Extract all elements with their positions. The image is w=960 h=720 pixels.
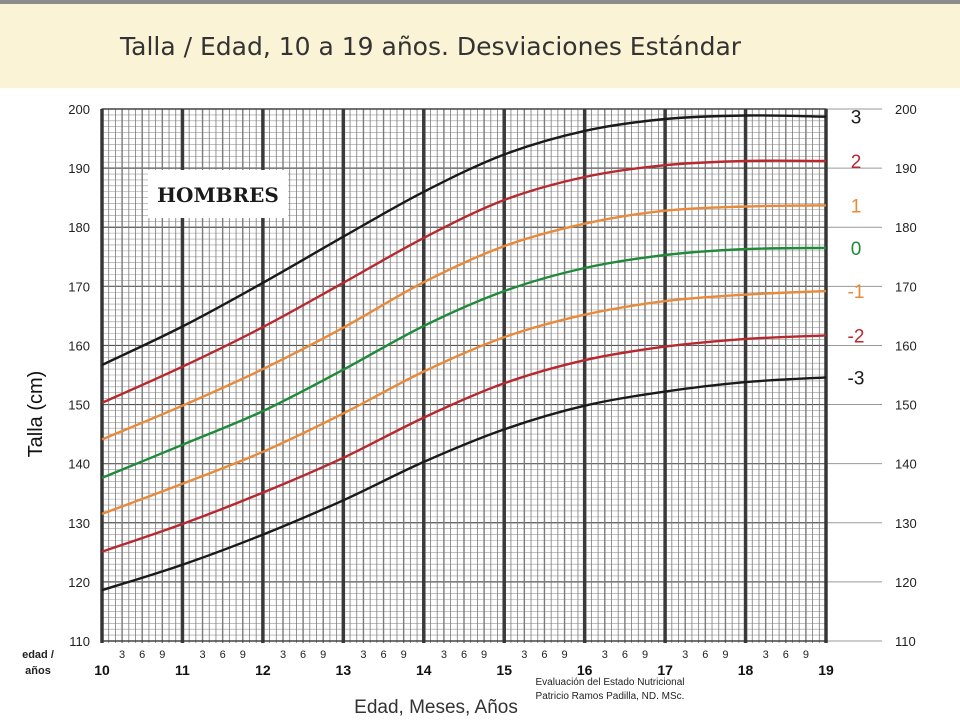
y-tick-label-right: 140 [895,457,917,472]
y-tick-label-left: 160 [68,338,90,353]
series-line-3 [101,114,827,367]
x-month-tick-label: 9 [481,649,487,661]
x-month-tick-label: 9 [642,649,648,661]
x-month-tick-label: 6 [541,649,547,661]
x-month-tick-label: 9 [722,649,728,661]
x-tick-label: 19 [818,662,834,678]
credit-note: Evaluación del Estado Nutricional Patric… [510,676,710,704]
x-month-tick-label: 9 [320,649,326,661]
x-month-tick-label: 6 [300,649,306,661]
x-month-tick-label: 9 [803,649,809,661]
series-label--3: -3 [848,368,865,389]
series-label-2: 2 [851,152,862,173]
top-border [0,0,960,4]
series-label-0: 0 [851,239,862,260]
x-tick-label: 12 [255,662,271,678]
x-month-tick-label: 6 [139,649,145,661]
series-label--1: -1 [848,282,865,303]
y-tick-label-right: 190 [895,161,917,176]
x-tick-label: 11 [175,662,190,678]
x-tick-label: 17 [657,662,673,678]
x-month-tick-label: 3 [360,649,366,661]
credit-line-2: Patricio Ramos Padilla, ND. MSc. [535,691,685,702]
y-tick-label-left: 180 [68,220,90,235]
y-tick-label-right: 120 [895,575,917,590]
x-month-tick-label: 6 [702,649,708,661]
x-month-tick-label: 6 [622,649,628,661]
hombres-inset: HOMBRES [148,170,288,218]
y-tick-label-right: 200 [895,102,917,117]
x-month-tick-label: 6 [461,649,467,661]
x-month-tick-label: 3 [602,649,608,661]
x-month-tick-label: 3 [763,649,769,661]
x-month-tick-label: 9 [159,649,165,661]
y-tick-label-left: 130 [68,516,90,531]
x-tick-label: 18 [738,662,754,678]
series-line--1 [101,289,827,516]
x-month-tick-label: 3 [441,649,447,661]
slide-header: Talla / Edad, 10 a 19 años. Desviaciones… [0,4,960,88]
x-tick-label: 15 [496,662,512,678]
page-title: Talla / Edad, 10 a 19 años. Desviaciones… [120,32,742,61]
plot-frame [101,108,827,642]
x-tick-label: 10 [94,662,110,678]
x-month-tick-label: 3 [280,649,286,661]
x-month-tick-label: 3 [521,649,527,661]
y-tick-label-left: 110 [69,634,90,649]
x-month-tick-label: 9 [401,649,407,661]
series-label-3: 3 [851,108,862,129]
series-label--2: -2 [848,326,865,347]
x-month-tick-label: 3 [682,649,688,661]
x-axis-caption: años [25,665,51,677]
y-tick-label-left: 200 [68,102,90,117]
x-tick-label: 16 [577,662,593,678]
x-tick-label: 14 [416,662,432,678]
x-month-tick-label: 6 [220,649,226,661]
y-axis-label: Talla (cm) [25,371,47,458]
y-tick-label-right: 180 [895,220,917,235]
y-tick-label-left: 170 [68,279,90,294]
series-line-2 [101,159,827,404]
hombres-inset-box [148,170,288,218]
y-tick-label-left: 190 [68,161,90,176]
series-line--2 [101,334,827,553]
y-tick-label-right: 170 [895,279,917,294]
series-line-0 [101,246,827,480]
credit-line-1: Evaluación del Estado Nutricional [535,677,685,688]
x-month-tick-label: 9 [240,649,246,661]
series-line-1 [101,204,827,441]
x-month-tick-label: 6 [783,649,789,661]
series-label-1: 1 [851,196,862,217]
y-tick-label-right: 110 [895,634,916,649]
x-axis-label: Edad, Meses, Años [354,697,518,718]
y-tick-label-right: 160 [895,338,917,353]
y-tick-label-left: 150 [68,398,90,413]
y-tick-label-right: 130 [895,516,917,531]
x-month-tick-label: 9 [561,649,567,661]
x-month-tick-label: 3 [199,649,205,661]
y-tick-label-left: 120 [68,575,90,590]
y-tick-label-left: 140 [68,457,90,472]
series-line--3 [101,376,827,592]
x-month-tick-label: 6 [380,649,386,661]
x-tick-label: 13 [336,662,352,678]
chart-series [101,114,827,592]
x-axis-caption: edad / [22,649,54,661]
hombres-label: HOMBRES [157,183,279,207]
x-month-tick-label: 3 [119,649,125,661]
y-tick-label-right: 150 [895,398,917,413]
